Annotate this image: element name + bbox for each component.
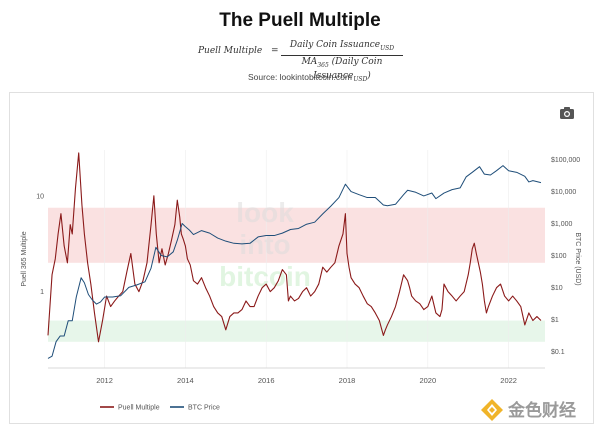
left-tick-label: 10 — [36, 193, 44, 200]
formula-fraction: Daily Coin IssuanceUSD MA365 (Daily Coin… — [281, 40, 403, 84]
x-tick-label: 2014 — [177, 376, 194, 385]
formula-denominator-prefix: MA — [301, 56, 318, 67]
watermark-into: into — [239, 229, 290, 260]
right-tick-label: $10,000 — [551, 189, 576, 196]
watermark-look: look — [236, 197, 294, 228]
x-tick-label: 2022 — [500, 376, 517, 385]
x-tick-label: 2016 — [258, 376, 275, 385]
y-axis-label-right: BTC Price (USD) — [574, 232, 581, 285]
bands-layer — [48, 207, 545, 342]
formula-numerator: Daily Coin IssuanceUSD — [281, 40, 403, 54]
camera-icon[interactable] — [557, 105, 577, 121]
formula-lhs: Puell Multiple = — [198, 46, 279, 56]
series-line-puell — [47, 152, 542, 343]
formula-denominator-prefix-sub: 365 — [317, 61, 329, 69]
right-tick-label: $100 — [551, 253, 567, 260]
legend-label-btc: BTC Price — [188, 405, 220, 412]
brand-logo-text: 金色财经 — [507, 400, 576, 421]
x-tick-label: 2018 — [339, 376, 356, 385]
formula-numerator-sub: USD — [380, 44, 395, 52]
right-tick-label: $0.1 — [551, 349, 565, 356]
grid-layer — [104, 150, 509, 368]
formula-denominator-text: (Daily Coin Issuance — [313, 56, 383, 81]
right-tick-label: $1 — [551, 317, 559, 324]
right-tick-label: $10 — [551, 285, 563, 292]
brand-logo-icon — [481, 399, 503, 421]
band-top — [48, 207, 545, 263]
band-bottom — [48, 320, 545, 342]
series-layer — [47, 152, 542, 359]
legend-layer: Puell Multiple BTC Price — [100, 405, 220, 412]
right-tick-label: $1,000 — [551, 221, 573, 228]
formula-denominator-sub: USD — [353, 75, 368, 83]
puell-formula: Puell Multiple = Daily Coin IssuanceUSD … — [0, 40, 600, 82]
legend-label-puell: Puell Multiple — [118, 405, 160, 412]
x-tick-label: 2012 — [96, 376, 113, 385]
x-tick-label: 2020 — [419, 376, 436, 385]
watermark-bitcoin: bitcoin — [219, 261, 311, 292]
formula-numerator-text: Daily Coin Issuance — [289, 40, 381, 50]
brand-watermark: 金色财经 — [481, 399, 576, 421]
formula-lhs-text: Puell Multiple — [198, 46, 263, 56]
source-credit: Source: lookintobitcoin.com — [248, 72, 352, 82]
right-tick-label: $100,000 — [551, 157, 580, 164]
series-line-btc — [47, 165, 542, 359]
page-title: The Puell Multiple — [219, 10, 381, 31]
formula-denominator: MA365 (Daily Coin IssuanceUSD) — [281, 57, 403, 85]
left-tick-label: 1 — [40, 289, 44, 296]
formula-fraction-bar — [281, 54, 403, 56]
formula-denominator-suffix: ) — [367, 70, 371, 81]
axes-layer: 2012 2014 2016 2018 2020 2022 $100,000 $10,000 $… — [21, 157, 581, 385]
y-axis-label-left: Puell 365 Multiple — [21, 231, 28, 286]
formula-equals: = — [271, 46, 279, 56]
